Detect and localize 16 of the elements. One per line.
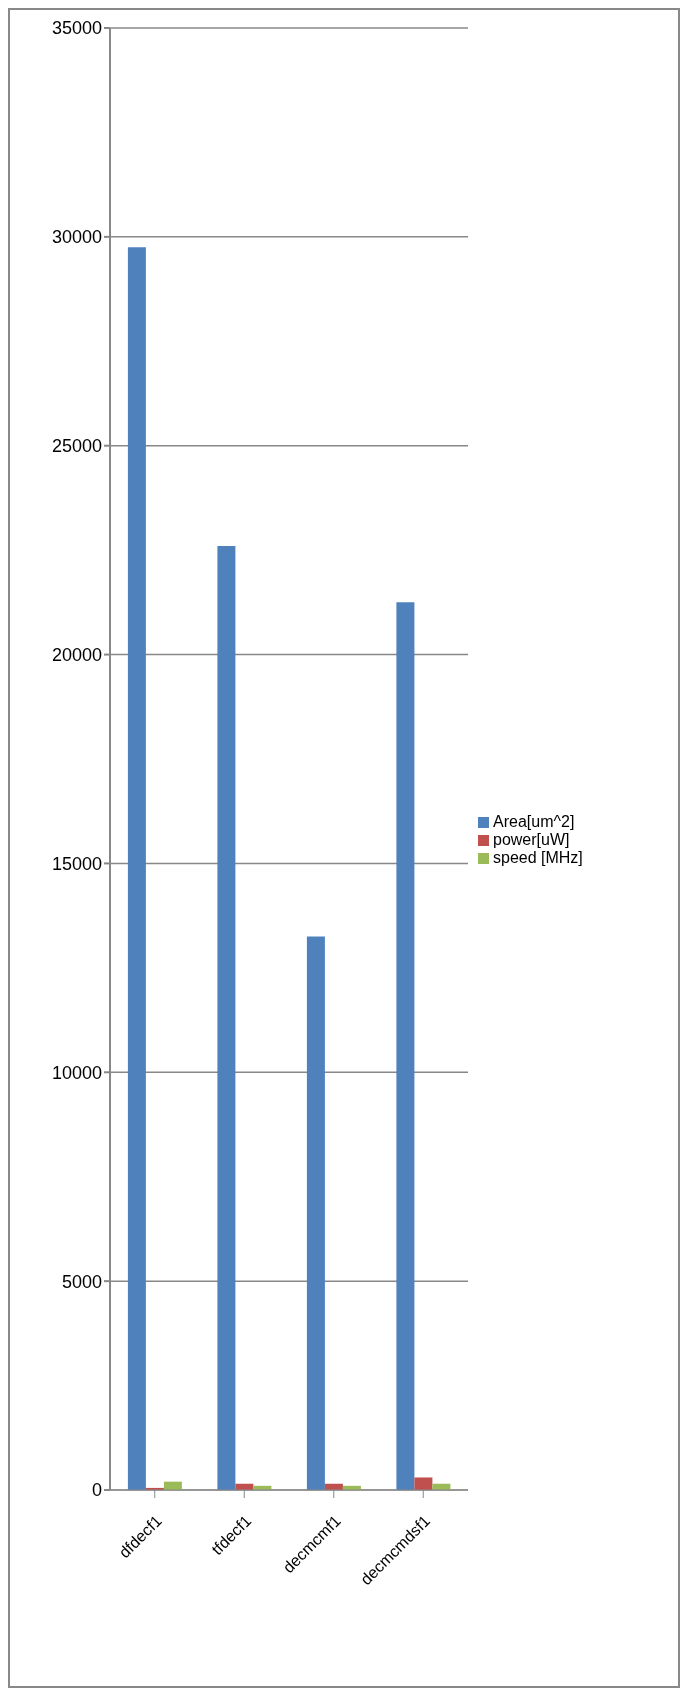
bar bbox=[306, 936, 325, 1490]
bar bbox=[414, 1477, 433, 1490]
y-tick-label: 5000 bbox=[61, 1271, 102, 1292]
y-tick-label: 0 bbox=[91, 1480, 102, 1501]
legend-label: power[uW] bbox=[493, 831, 570, 848]
bar bbox=[127, 247, 146, 1490]
legend-label: speed [MHz] bbox=[493, 849, 583, 866]
bar bbox=[217, 545, 236, 1490]
legend-label: Area[um^2] bbox=[493, 813, 575, 830]
y-tick-label: 15000 bbox=[51, 853, 102, 874]
y-tick-label: 10000 bbox=[51, 1062, 102, 1083]
y-tick-label: 30000 bbox=[51, 227, 102, 248]
bar bbox=[396, 602, 415, 1490]
y-tick-label: 35000 bbox=[51, 18, 102, 39]
y-tick-label: 20000 bbox=[51, 644, 102, 665]
y-tick-label: 25000 bbox=[51, 436, 102, 457]
